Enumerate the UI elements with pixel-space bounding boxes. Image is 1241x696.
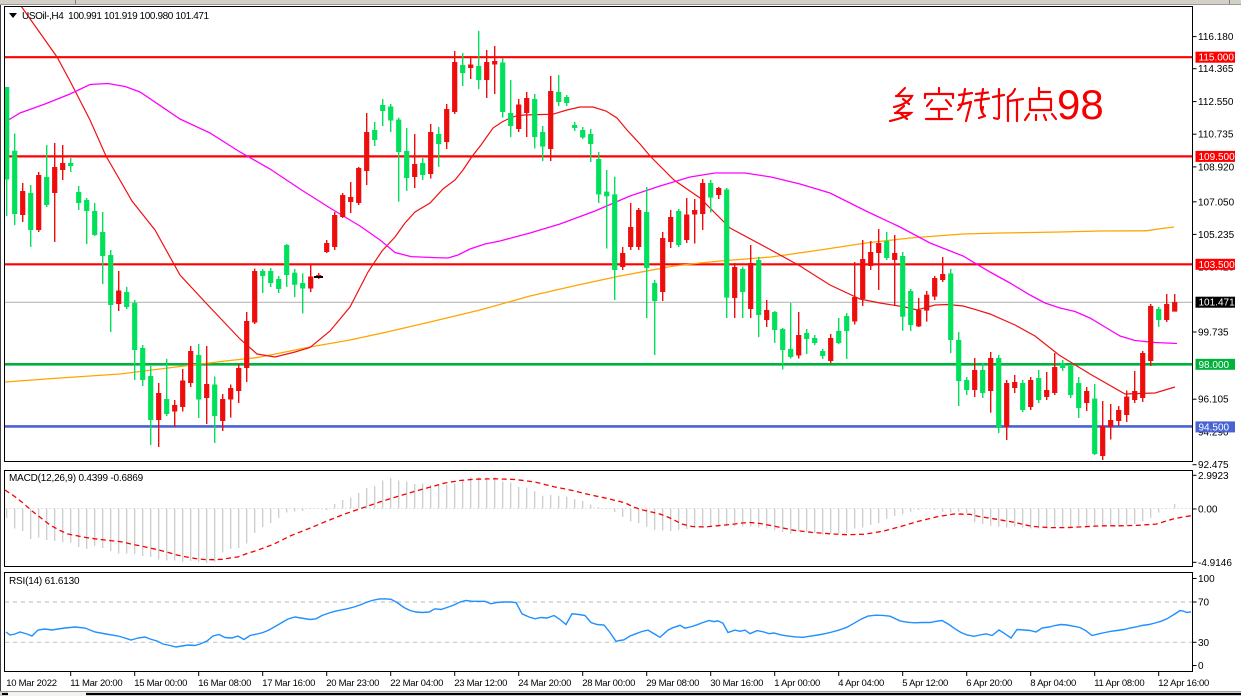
svg-text:105.235: 105.235 (1198, 230, 1235, 241)
svg-text:2.9923: 2.9923 (1198, 471, 1229, 482)
svg-text:98.000: 98.000 (1199, 360, 1230, 371)
svg-text:94.500: 94.500 (1199, 422, 1230, 433)
svg-text:15 Mar 00:00: 15 Mar 00:00 (134, 678, 187, 689)
svg-text:116.180: 116.180 (1198, 32, 1234, 43)
svg-text:28 Mar 00:00: 28 Mar 00:00 (582, 678, 635, 689)
svg-text:16 Mar 08:00: 16 Mar 08:00 (198, 678, 251, 689)
svg-text:70: 70 (1198, 598, 1210, 609)
svg-text:96.105: 96.105 (1198, 395, 1229, 406)
svg-text:23 Mar 12:00: 23 Mar 12:00 (454, 678, 507, 689)
svg-text:110.735: 110.735 (1198, 130, 1234, 141)
svg-text:107.050: 107.050 (1198, 197, 1235, 208)
svg-text:30 Mar 16:00: 30 Mar 16:00 (710, 678, 763, 689)
svg-text:10 Mar 2022: 10 Mar 2022 (6, 678, 57, 689)
svg-text:11 Mar 20:00: 11 Mar 20:00 (70, 678, 122, 689)
svg-text:92.475: 92.475 (1198, 460, 1229, 471)
svg-text:MACD(12,26,9) 0.4399 -0.6869: MACD(12,26,9) 0.4399 -0.6869 (9, 473, 144, 484)
svg-text:98: 98 (1057, 81, 1104, 128)
svg-text:24 Mar 20:00: 24 Mar 20:00 (518, 678, 571, 689)
svg-text:RSI(14) 61.6130: RSI(14) 61.6130 (9, 576, 80, 587)
svg-text:USOil-,H4 100.991 101.919 100: USOil-,H4 100.991 101.919 100.980 101.47… (22, 11, 210, 22)
svg-text:112.550: 112.550 (1198, 97, 1234, 108)
svg-text:5 Apr 12:00: 5 Apr 12:00 (902, 678, 948, 689)
svg-text:115.000: 115.000 (1199, 53, 1235, 64)
svg-text:109.500: 109.500 (1199, 152, 1236, 163)
svg-text:30: 30 (1198, 638, 1210, 649)
svg-text:-4.9146: -4.9146 (1198, 558, 1232, 569)
svg-text:1 Apr 00:00: 1 Apr 00:00 (774, 678, 820, 689)
svg-text:6 Apr 20:00: 6 Apr 20:00 (966, 678, 1012, 689)
svg-text:17 Mar 16:00: 17 Mar 16:00 (262, 678, 315, 689)
svg-text:101.471: 101.471 (1199, 298, 1236, 309)
svg-text:22 Mar 04:00: 22 Mar 04:00 (390, 678, 443, 689)
svg-text:11 Apr 08:00: 11 Apr 08:00 (1094, 678, 1144, 689)
svg-text:0.00: 0.00 (1198, 505, 1218, 516)
svg-text:0: 0 (1198, 661, 1204, 672)
svg-text:108.920: 108.920 (1198, 162, 1235, 173)
svg-text:8 Apr 04:00: 8 Apr 04:00 (1030, 678, 1076, 689)
svg-text:103.500: 103.500 (1199, 260, 1236, 271)
svg-text:99.735: 99.735 (1198, 328, 1229, 339)
svg-text:94.290: 94.290 (1198, 428, 1229, 439)
svg-text:114.365: 114.365 (1198, 64, 1234, 75)
svg-text:100: 100 (1198, 574, 1215, 585)
svg-text:29 Mar 08:00: 29 Mar 08:00 (646, 678, 699, 689)
svg-text:4 Apr 04:00: 4 Apr 04:00 (838, 678, 884, 689)
svg-text:12 Apr 16:00: 12 Apr 16:00 (1158, 678, 1209, 689)
svg-text:20 Mar 23:00: 20 Mar 23:00 (326, 678, 379, 689)
